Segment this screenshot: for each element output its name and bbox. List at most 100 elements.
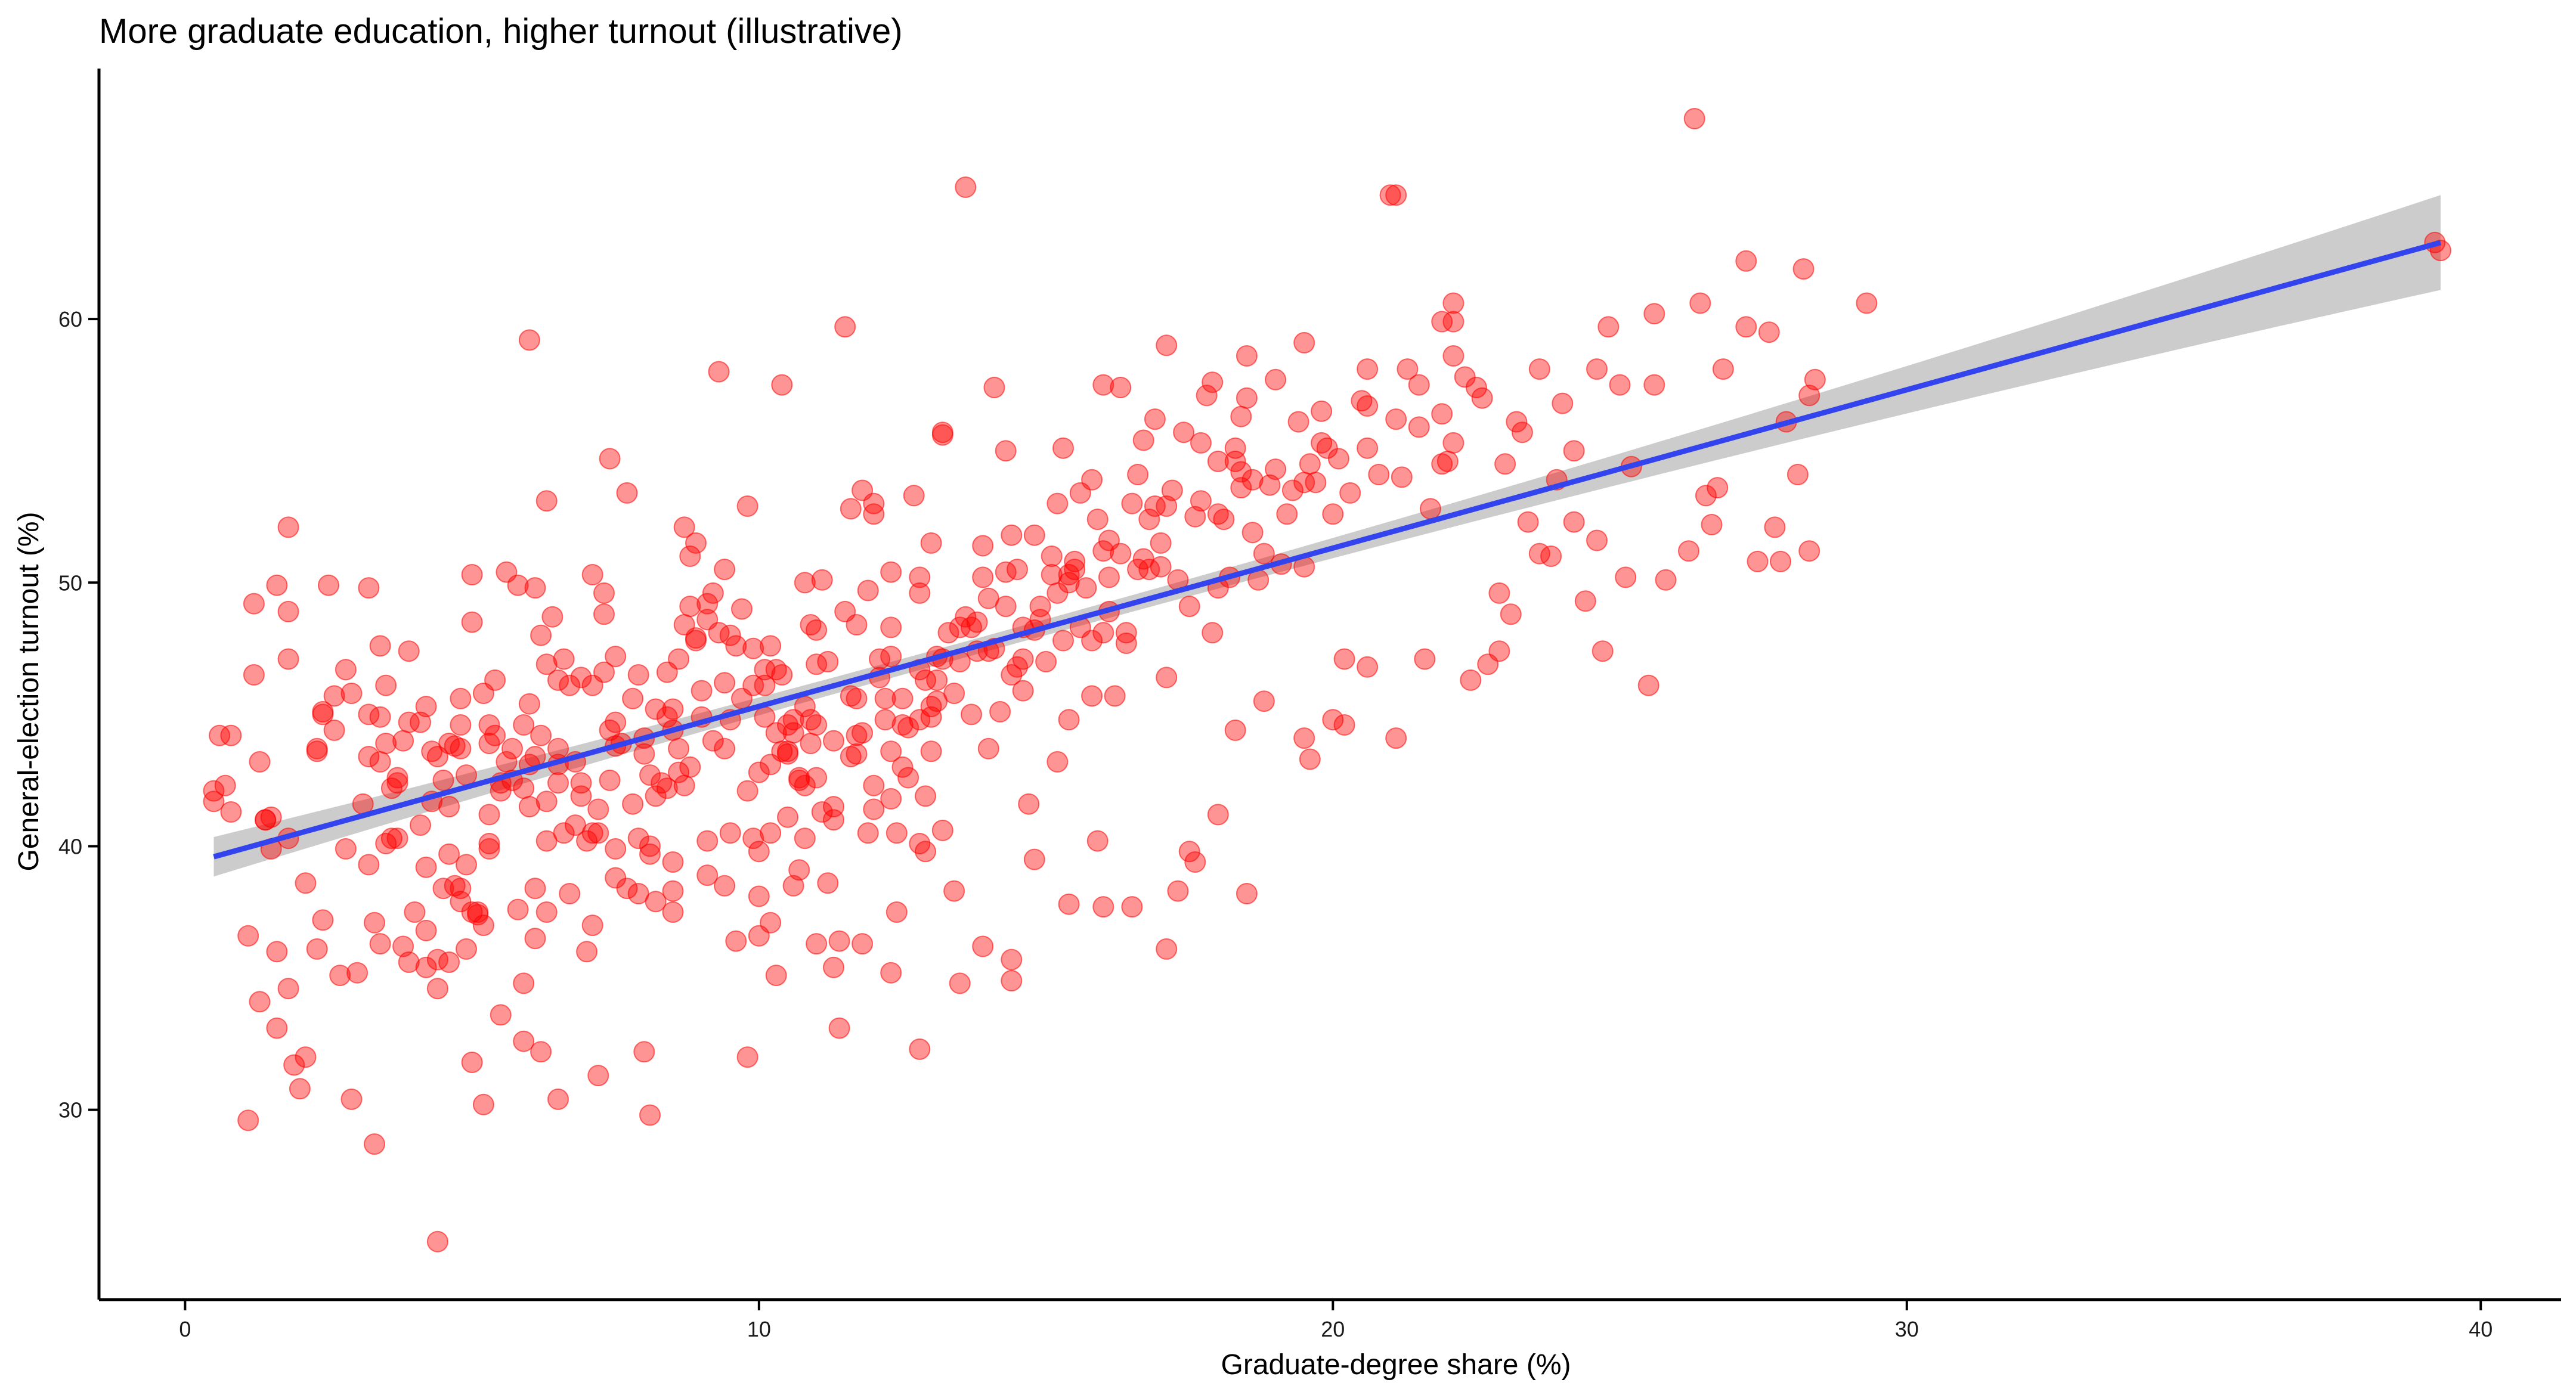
data-point bbox=[1574, 590, 1596, 612]
data-point bbox=[358, 703, 380, 726]
data-point bbox=[616, 482, 638, 504]
data-point bbox=[1236, 345, 1258, 367]
data-point bbox=[306, 737, 328, 760]
data-point bbox=[478, 804, 500, 826]
data-point bbox=[1064, 559, 1086, 581]
data-point bbox=[1339, 482, 1361, 504]
data-point bbox=[1431, 311, 1453, 333]
data-point bbox=[605, 711, 627, 733]
data-point bbox=[1241, 469, 1264, 491]
data-point bbox=[1023, 848, 1045, 870]
data-point bbox=[507, 574, 529, 596]
data-point bbox=[214, 774, 236, 796]
data-point bbox=[450, 878, 472, 900]
data-point bbox=[1041, 545, 1063, 567]
data-point bbox=[1058, 893, 1080, 915]
data-point bbox=[1092, 896, 1114, 918]
data-point bbox=[1488, 640, 1510, 662]
x-tick-label: 40 bbox=[2469, 1317, 2493, 1341]
data-point bbox=[714, 672, 736, 694]
data-point bbox=[386, 827, 408, 850]
data-point bbox=[1287, 411, 1309, 433]
data-point bbox=[410, 711, 431, 733]
data-point bbox=[1046, 751, 1069, 773]
fit-line-layer bbox=[213, 240, 2442, 860]
data-point bbox=[432, 878, 454, 900]
data-point bbox=[1035, 650, 1057, 672]
data-point bbox=[955, 176, 977, 198]
data-point bbox=[1144, 408, 1166, 430]
data-point bbox=[564, 814, 586, 836]
data-point bbox=[920, 532, 942, 554]
data-point bbox=[392, 730, 414, 752]
data-point bbox=[1224, 437, 1246, 459]
data-point bbox=[1224, 719, 1246, 741]
data-point bbox=[909, 582, 931, 604]
data-point bbox=[461, 611, 483, 633]
data-point bbox=[788, 859, 810, 881]
data-point bbox=[1678, 540, 1699, 562]
data-point bbox=[209, 724, 231, 746]
data-point bbox=[995, 440, 1017, 462]
data-point bbox=[1758, 321, 1780, 343]
data-point bbox=[823, 796, 844, 818]
data-point bbox=[622, 793, 644, 815]
data-point bbox=[518, 693, 540, 715]
data-point bbox=[1552, 392, 1574, 414]
data-point bbox=[535, 490, 558, 512]
data-point bbox=[1213, 509, 1235, 531]
data-point bbox=[398, 951, 420, 973]
data-point bbox=[852, 722, 874, 744]
regression-line bbox=[213, 240, 2442, 860]
data-point bbox=[1196, 385, 1218, 407]
data-point bbox=[386, 767, 408, 789]
data-point bbox=[1253, 542, 1275, 565]
data-point bbox=[1563, 511, 1585, 533]
data-point bbox=[880, 740, 902, 762]
data-point bbox=[570, 666, 592, 689]
data-point bbox=[1121, 896, 1143, 918]
data-point bbox=[375, 674, 397, 696]
data-point bbox=[335, 659, 357, 681]
data-point bbox=[834, 316, 856, 338]
data-point bbox=[1230, 405, 1252, 427]
data-point bbox=[524, 878, 546, 900]
data-point bbox=[1150, 532, 1172, 554]
data-point bbox=[1500, 603, 1522, 625]
data-point bbox=[874, 709, 896, 731]
y-tick-label: 40 bbox=[58, 834, 82, 858]
data-point bbox=[410, 814, 431, 836]
data-point bbox=[369, 635, 391, 657]
data-point bbox=[1488, 582, 1510, 604]
data-point bbox=[725, 930, 747, 952]
data-point bbox=[1494, 453, 1516, 475]
data-point bbox=[823, 956, 844, 978]
data-point bbox=[679, 545, 701, 567]
data-point bbox=[989, 700, 1011, 723]
data-point bbox=[415, 696, 437, 718]
data-point bbox=[530, 624, 552, 646]
data-point bbox=[438, 796, 460, 818]
data-point bbox=[1655, 569, 1677, 591]
data-point bbox=[358, 746, 380, 768]
data-point bbox=[846, 724, 868, 746]
y-tick-label: 30 bbox=[58, 1098, 82, 1123]
data-point bbox=[1379, 184, 1401, 206]
data-point bbox=[1207, 450, 1229, 472]
data-point bbox=[806, 619, 828, 641]
data-point bbox=[714, 559, 736, 581]
data-point bbox=[668, 761, 690, 783]
data-point bbox=[1058, 709, 1080, 731]
data-point bbox=[645, 891, 667, 913]
data-point bbox=[702, 730, 724, 752]
x-axis-title: Graduate-degree share (%) bbox=[1221, 1349, 1571, 1381]
data-point bbox=[1798, 385, 1820, 407]
data-point bbox=[1391, 466, 1413, 488]
data-point bbox=[909, 1038, 931, 1060]
data-point bbox=[668, 737, 690, 760]
data-point bbox=[1695, 485, 1717, 507]
data-point bbox=[1442, 345, 1465, 367]
data-point bbox=[1385, 184, 1407, 206]
data-point bbox=[1156, 495, 1178, 517]
data-point bbox=[777, 806, 798, 828]
